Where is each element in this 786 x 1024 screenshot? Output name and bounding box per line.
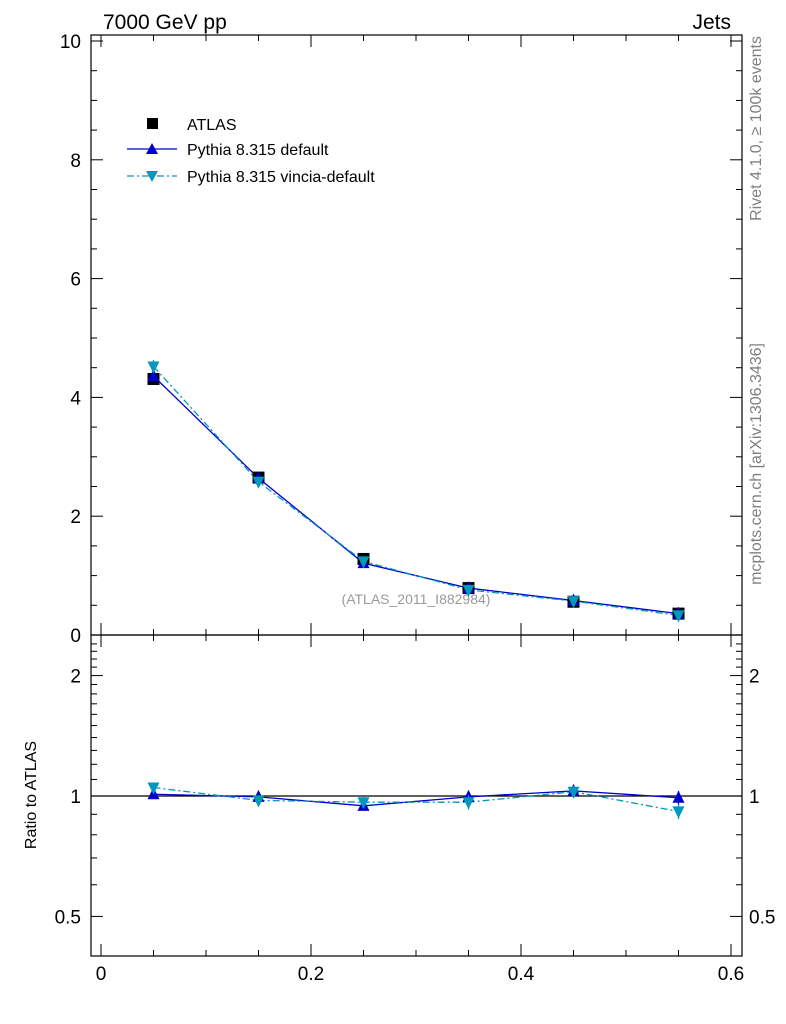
default-series-line: [153, 375, 679, 615]
ratio-vincia-line: [153, 786, 679, 813]
legend-atlas-label: ATLAS: [187, 117, 237, 134]
main-axis-ticks: [91, 35, 742, 636]
ratio-vincia-point: [147, 782, 160, 795]
ratio-vincia-point: [672, 806, 685, 819]
ratio-y-tick-label-right: 2: [749, 667, 760, 688]
x-tick-labels: 0 0.2 0.4 0.6: [96, 964, 745, 985]
legend-default-marker: [146, 143, 158, 154]
x-tick-label: 0.4: [508, 964, 535, 985]
y-tick-label: 10: [60, 32, 81, 53]
ratio-vincia-point: [567, 786, 580, 799]
ratio-data-layer: [147, 782, 685, 820]
x-tick-label: 0.2: [298, 964, 324, 985]
vincia-point: [252, 476, 265, 489]
ratio-y-tick-label-right: 0.5: [749, 907, 775, 928]
ratio-y-tick-label-right: 1: [749, 787, 760, 808]
ratio-vincia-point: [252, 795, 265, 808]
main-y-tick-labels: 0 2 4 6 8 10: [60, 32, 82, 647]
rivet-label: Rivet 4.1.0, ≥ 100k events: [748, 36, 765, 221]
ratio-y-tick-label-left: 1: [70, 787, 81, 808]
legend-default-label: Pythia 8.315 default: [187, 142, 329, 159]
y-tick-label: 2: [70, 507, 81, 528]
ratio-axis-ticks: [91, 635, 742, 956]
legend-vincia-label: Pythia 8.315 vincia-default: [187, 169, 375, 186]
ratio-default-line: [153, 790, 679, 807]
ratio-y-tick-label-left: 0.5: [55, 907, 81, 928]
y-tick-label: 0: [70, 626, 81, 647]
x-tick-label: 0: [96, 964, 107, 985]
ratio-y-tick-labels: 0.5 0.5 1 1 2 2: [55, 667, 776, 929]
main-data-layer: [147, 359, 685, 623]
ratio-y-tick-label-left: 2: [70, 667, 81, 688]
header-right-title: Jets: [692, 11, 731, 34]
vincia-series-line: [153, 366, 679, 617]
y-tick-label: 8: [70, 151, 81, 172]
ratio-default-point: [672, 790, 685, 803]
ratio-vincia-point: [462, 797, 475, 810]
analysis-watermark: (ATLAS_2011_I882984): [342, 591, 491, 607]
legend-vincia-marker: [146, 171, 158, 182]
x-tick-label: 0.6: [718, 964, 744, 985]
vincia-point: [357, 556, 370, 569]
vincia-point: [567, 596, 580, 609]
y-tick-label: 6: [70, 270, 81, 291]
ratio-y-axis-label: Ratio to ATLAS: [23, 741, 40, 849]
mcplots-label: mcplots.cern.ch [arXiv:1306.3436]: [748, 343, 765, 585]
vincia-point: [672, 610, 685, 623]
y-tick-label: 4: [70, 388, 81, 409]
vincia-point: [462, 584, 475, 597]
legend-atlas-marker: [147, 118, 158, 129]
ratio-vincia-point: [357, 797, 370, 810]
vincia-point: [147, 361, 160, 374]
header-left-title: 7000 GeV pp: [103, 11, 227, 34]
legend: ATLAS Pythia 8.315 default Pythia 8.315 …: [127, 117, 375, 186]
default-point: [147, 369, 160, 382]
